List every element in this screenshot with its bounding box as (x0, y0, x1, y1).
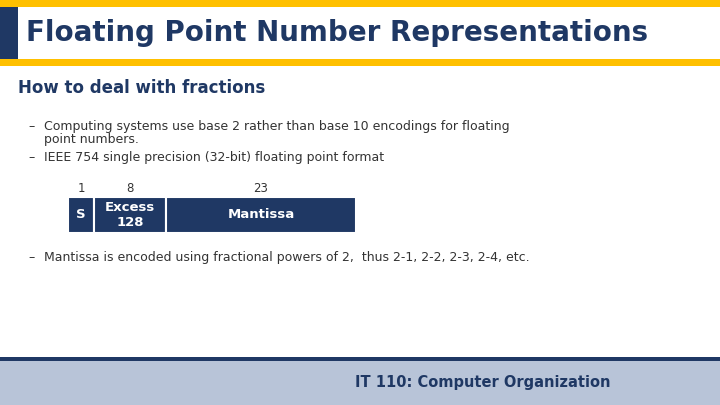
Bar (0, 0, 720, 7)
Text: Mantissa: Mantissa (228, 209, 294, 222)
Text: 23: 23 (253, 183, 269, 196)
Bar (0, 357, 720, 405)
Text: –: – (28, 151, 35, 164)
Text: –: – (28, 120, 35, 133)
Bar (166, 197, 356, 233)
Bar (94, 197, 166, 233)
Text: How to deal with fractions: How to deal with fractions (18, 79, 265, 97)
Text: Excess
128: Excess 128 (105, 201, 155, 229)
Bar (68, 197, 94, 233)
Text: 1: 1 (77, 183, 85, 196)
Text: S: S (76, 209, 86, 222)
Text: Floating Point Number Representations: Floating Point Number Representations (26, 19, 648, 47)
Text: Computing systems use base 2 rather than base 10 encodings for floating: Computing systems use base 2 rather than… (44, 120, 510, 133)
Text: –: – (28, 251, 35, 264)
Bar (0, 7, 720, 59)
Text: 8: 8 (126, 183, 134, 196)
Text: IT 110: Computer Organization: IT 110: Computer Organization (355, 375, 610, 390)
Text: IEEE 754 single precision (32-bit) floating point format: IEEE 754 single precision (32-bit) float… (44, 151, 384, 164)
Text: Mantissa is encoded using fractional powers of 2,  thus 2-1, 2-2, 2-3, 2-4, etc.: Mantissa is encoded using fractional pow… (44, 251, 530, 264)
Text: point numbers.: point numbers. (44, 133, 139, 146)
Bar (0, 59, 720, 66)
Bar (0, 357, 720, 361)
Bar (0, 7, 18, 59)
